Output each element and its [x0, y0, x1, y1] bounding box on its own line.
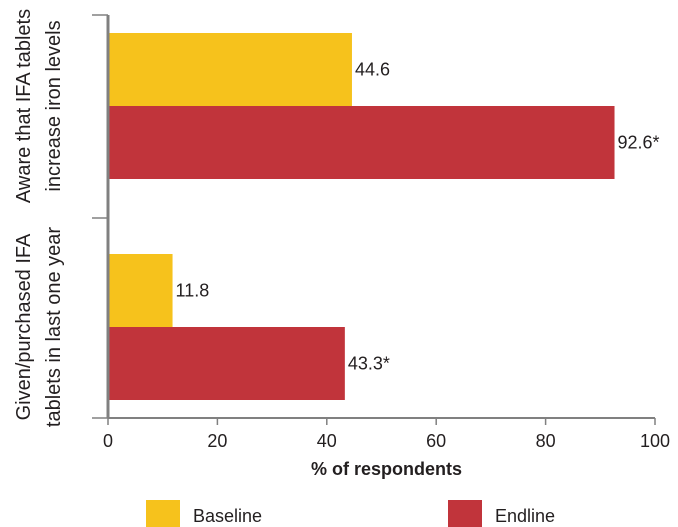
x-axis-ticks: 0 20 40 60 80 100	[103, 418, 670, 451]
x-axis-title: % of respondents	[311, 459, 462, 479]
category-label-1-line-1: tablets in last one year	[43, 227, 65, 427]
category-label-0-line-0: Aware that IFA tablets	[13, 9, 35, 203]
x-tick-label-20: 20	[207, 431, 227, 451]
category-labels: Aware that IFA tablets increase iron leve…	[13, 9, 65, 427]
legend-label-endline: Endline	[495, 506, 555, 526]
category-label-1: Given/purchased IFA tablets in last one y…	[13, 227, 65, 427]
x-tick-label-80: 80	[536, 431, 556, 451]
legend-item-baseline: Baseline	[146, 500, 262, 527]
data-label-baseline-1: 11.8	[176, 281, 210, 301]
legend: Baseline Endline	[146, 500, 555, 527]
data-labels-group: 44.6 92.6* 11.8 43.3*	[176, 60, 660, 374]
category-label-1-line-0: Given/purchased IFA	[13, 233, 35, 420]
data-label-baseline-0: 44.6	[355, 60, 390, 80]
bars-group	[109, 33, 615, 400]
axes-group	[92, 14, 655, 419]
bar-endline-1	[109, 327, 345, 400]
bar-endline-0	[109, 106, 615, 179]
legend-swatch-endline	[448, 500, 482, 527]
category-label-0: Aware that IFA tablets increase iron leve…	[13, 9, 65, 203]
x-tick-label-40: 40	[317, 431, 337, 451]
category-label-0-line-1: increase iron levels	[43, 20, 65, 191]
data-label-endline-1: 43.3*	[348, 354, 390, 374]
legend-swatch-baseline	[146, 500, 180, 527]
legend-item-endline: Endline	[448, 500, 555, 527]
x-tick-label-60: 60	[426, 431, 446, 451]
x-tick-label-0: 0	[103, 431, 113, 451]
legend-label-baseline: Baseline	[193, 506, 262, 526]
data-label-endline-0: 92.6*	[618, 133, 660, 153]
bar-baseline-0	[109, 33, 352, 106]
bar-baseline-1	[109, 254, 173, 327]
x-tick-label-100: 100	[640, 431, 670, 451]
